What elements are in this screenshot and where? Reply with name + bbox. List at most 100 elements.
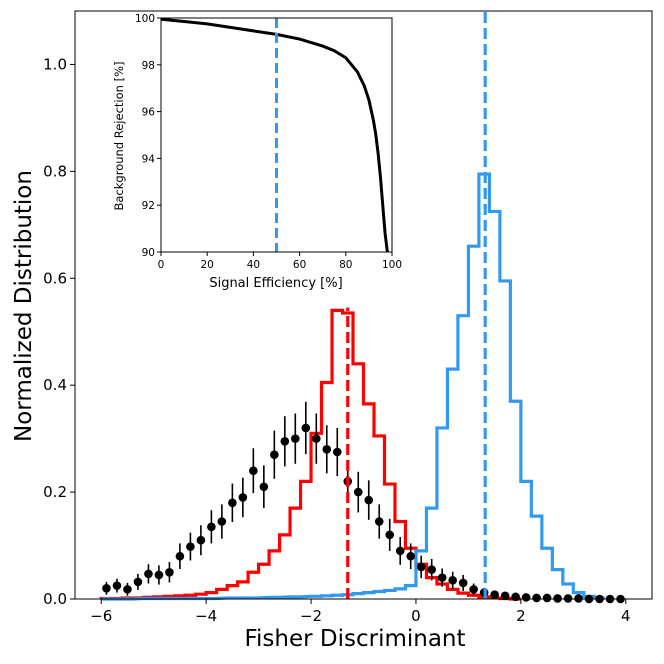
- data-point-marker: [374, 517, 384, 526]
- data-point: [291, 413, 300, 464]
- inset-plot-frame: [160, 17, 393, 253]
- data-point: [385, 518, 395, 551]
- data-point-marker: [311, 434, 321, 443]
- inset-x-axis: 0 20 40 60 80 100: [158, 252, 402, 271]
- data-point: [249, 448, 258, 494]
- data-point-marker: [123, 585, 132, 594]
- main-x-axis: −6 −4 −2 0 2 4: [90, 599, 631, 625]
- data-point-marker: [364, 495, 374, 505]
- data-point-marker: [353, 487, 363, 497]
- data-point-marker: [165, 567, 174, 577]
- inset-plot: 0 20 40 60 80 100 90 92 94 96 98 100 Signal Effici…: [112, 13, 402, 291]
- data-point: [311, 413, 321, 464]
- data-point-marker: [469, 585, 478, 594]
- inset-x-tick-label: 40: [247, 259, 260, 271]
- x-tick-label: −4: [195, 607, 217, 625]
- roc-curve: [160, 17, 389, 253]
- inset-x-tick-label: 100: [382, 259, 402, 271]
- data-point-marker: [291, 434, 300, 443]
- data-point-marker: [395, 546, 405, 556]
- data-point: [322, 425, 332, 474]
- data-point-marker: [217, 517, 227, 526]
- data-point-marker: [553, 594, 562, 603]
- data-point: [458, 574, 468, 591]
- data-point: [532, 593, 541, 603]
- data-point-marker: [385, 530, 395, 540]
- data-point: [364, 480, 374, 520]
- data-point: [553, 594, 562, 603]
- y-tick-label: 0.6: [43, 269, 67, 287]
- data-point-marker: [175, 551, 185, 561]
- data-point: [500, 591, 510, 601]
- y-tick-label: 0.0: [43, 590, 67, 608]
- x-tick-label: −6: [90, 607, 112, 625]
- main-y-axis-label: Normalized Distribution: [11, 170, 37, 442]
- data-point: [112, 578, 122, 593]
- data-point-marker: [154, 570, 164, 580]
- main-y-axis: 0.0 0.2 0.4 0.6 0.8 1.0: [43, 55, 75, 608]
- data-point-marker: [270, 450, 279, 459]
- inset-y-axis-label: Background Rejection [%]: [112, 62, 126, 211]
- inset-x-tick-label: 60: [293, 259, 306, 271]
- data-point: [228, 483, 237, 523]
- signal-histogram: [101, 172, 605, 601]
- data-point: [165, 562, 174, 583]
- main-x-axis-label: Fisher Discriminant: [244, 626, 465, 652]
- data-point-marker: [490, 590, 499, 600]
- data-point-marker: [144, 569, 153, 579]
- data-point: [259, 465, 269, 509]
- data-point-marker: [406, 551, 416, 561]
- data-point-marker: [458, 578, 468, 588]
- data-point-marker: [238, 493, 248, 502]
- data-point-marker: [500, 591, 510, 601]
- data-point-marker: [574, 594, 583, 603]
- data-point: [469, 583, 478, 596]
- background-histogram: [99, 308, 521, 601]
- data-point: [196, 525, 206, 556]
- data-point: [395, 536, 405, 565]
- data-point-marker: [186, 542, 195, 551]
- data-point-marker: [259, 482, 269, 492]
- data-point: [186, 532, 195, 561]
- inset-y-tick-label: 96: [142, 107, 156, 119]
- inset-x-tick-label: 20: [201, 259, 214, 271]
- data-point-marker: [280, 437, 290, 446]
- inset-x-tick-label: 0: [158, 259, 165, 271]
- data-point: [448, 571, 457, 589]
- data-point-marker: [542, 593, 552, 603]
- data-point-marker: [416, 562, 426, 572]
- main-plot-frame: [74, 10, 653, 600]
- data-point: [238, 477, 248, 518]
- data-point: [521, 593, 531, 602]
- data-point-marker: [102, 584, 111, 593]
- data-point: [102, 581, 111, 595]
- y-tick-label: 0.4: [43, 376, 67, 394]
- data-point: [301, 401, 311, 455]
- data-point-marker: [563, 594, 573, 603]
- roc-curve-line: [160, 17, 389, 253]
- data-point: [144, 564, 153, 584]
- data-point: [133, 573, 143, 590]
- data-point: [217, 504, 227, 539]
- inset-y-tick-label: 90: [142, 247, 155, 259]
- data-point: [374, 504, 384, 539]
- data-point: [437, 568, 447, 587]
- x-tick-label: 4: [621, 607, 631, 625]
- data-point: [427, 558, 436, 581]
- inset-y-tick-label: 92: [142, 200, 155, 212]
- data-point: [332, 427, 342, 477]
- data-point-marker: [133, 577, 143, 587]
- main-plot: −6 −4 −2 0 2 4 0.0 0.2 0.4 0.6 0.8 1.0 Fisher Disc…: [11, 10, 653, 652]
- y-tick-label: 1.0: [43, 55, 67, 73]
- data-point: [175, 543, 185, 570]
- data-point: [270, 430, 279, 479]
- data-point-marker: [448, 575, 457, 585]
- data-point: [123, 582, 132, 596]
- inset-x-axis-label: Signal Efficiency [%]: [209, 276, 342, 291]
- x-tick-label: −2: [300, 607, 322, 625]
- data-point: [280, 416, 290, 467]
- y-tick-label: 0.2: [43, 483, 67, 501]
- data-points: [102, 401, 625, 604]
- x-tick-label: 0: [411, 607, 421, 625]
